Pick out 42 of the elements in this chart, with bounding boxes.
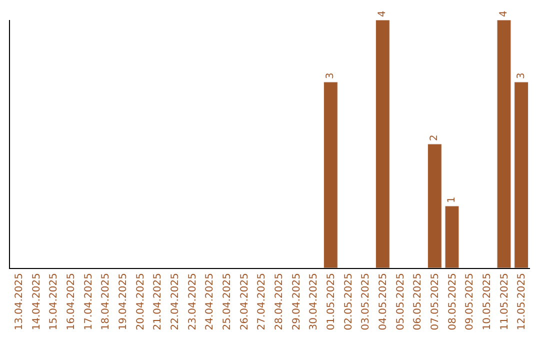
x-tick-label: 03.05.2025 (360, 273, 372, 330)
x-tick-label: 07.05.2025 (430, 273, 441, 330)
x-tick-label: 24.04.2025 (204, 273, 216, 330)
x-tick-label: 27.04.2025 (256, 273, 268, 330)
data-label: 4 (498, 10, 510, 17)
data-label: 2 (429, 134, 440, 141)
x-tick-label: 16.04.2025 (66, 273, 77, 330)
x-tick-label: 29.04.2025 (291, 273, 302, 330)
x-tick-label: 06.05.2025 (412, 273, 424, 330)
x-tick-label: 01.05.2025 (326, 273, 337, 330)
data-label: 1 (446, 196, 458, 203)
x-tick-label: 14.04.2025 (31, 273, 42, 330)
x-tick-label: 21.04.2025 (152, 273, 164, 330)
bar (514, 82, 529, 268)
x-tick-label: 23.04.2025 (187, 273, 198, 330)
bar (444, 206, 460, 268)
x-tick-label: 26.04.2025 (239, 273, 250, 330)
x-tick-label: 19.04.2025 (118, 273, 129, 330)
data-label: 3 (325, 72, 336, 79)
data-label: 4 (377, 10, 388, 17)
x-tick-label: 05.05.2025 (395, 273, 406, 330)
x-tick-label: 12.05.2025 (516, 273, 528, 330)
data-label: 3 (516, 72, 527, 79)
x-tick-label: 18.04.2025 (100, 273, 112, 330)
x-tick-label: 08.05.2025 (447, 273, 458, 330)
x-tick-label: 11.05.2025 (499, 273, 510, 330)
x-tick-label: 15.04.2025 (48, 273, 60, 330)
bar (427, 144, 442, 268)
x-tick-label: 22.04.2025 (170, 273, 181, 330)
x-tick-label: 10.05.2025 (482, 273, 493, 330)
bar (375, 20, 390, 268)
x-tick-label: 25.04.2025 (222, 273, 233, 330)
x-tick-label: 09.05.2025 (464, 273, 476, 330)
x-tick-label: 02.05.2025 (343, 273, 354, 330)
x-tick-label: 04.05.2025 (378, 273, 389, 330)
x-tick-label: 28.04.2025 (274, 273, 285, 330)
x-tick-label: 20.04.2025 (135, 273, 146, 330)
bar (323, 82, 338, 268)
x-tick-label: 17.04.2025 (83, 273, 94, 330)
x-tick-label: 13.04.2025 (14, 273, 25, 330)
bar (496, 20, 512, 268)
x-tick-label: 30.04.2025 (308, 273, 320, 330)
